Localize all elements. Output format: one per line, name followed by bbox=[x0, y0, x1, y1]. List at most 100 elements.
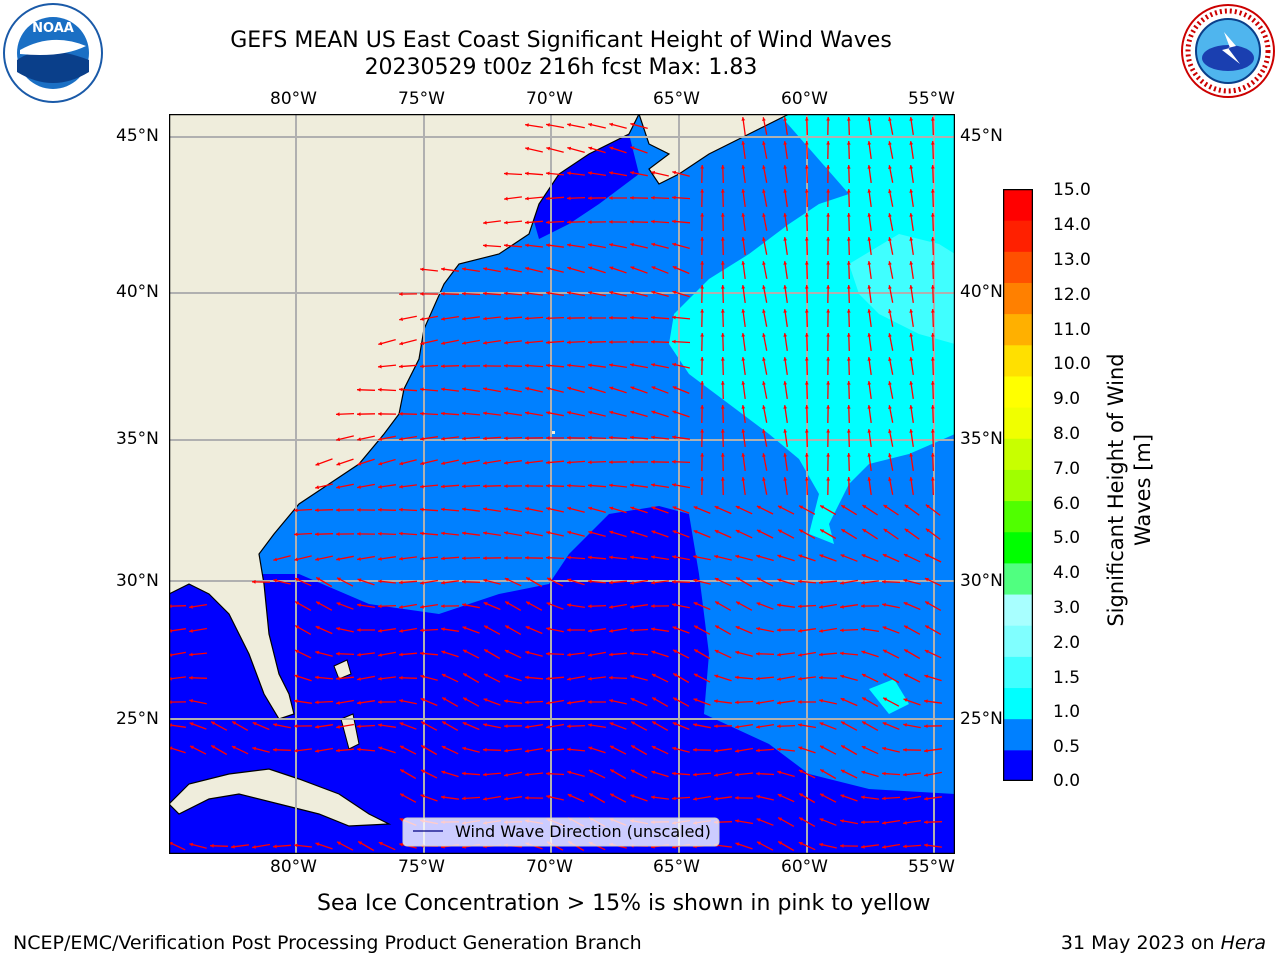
wave-direction-arrowhead bbox=[888, 117, 892, 121]
wave-direction-arrowhead bbox=[693, 747, 697, 752]
wave-direction-arrowhead bbox=[609, 435, 613, 440]
wave-direction-arrowhead bbox=[867, 213, 872, 217]
wave-height-map: Wind Wave Direction (unscaled) bbox=[169, 114, 955, 854]
wave-direction-arrowhead bbox=[714, 577, 719, 582]
wave-direction-arrowhead bbox=[867, 309, 872, 313]
lat-label: 30°N bbox=[116, 571, 159, 591]
wave-direction-arrowhead bbox=[672, 459, 676, 464]
wave-direction-arrowhead bbox=[826, 381, 830, 385]
wave-direction-arrowhead bbox=[399, 292, 403, 296]
wave-direction-arrowhead bbox=[525, 724, 529, 729]
wave-direction-arrowhead bbox=[483, 578, 488, 583]
wave-direction-arrowhead bbox=[504, 267, 508, 271]
colorbar-segment bbox=[1003, 562, 1033, 595]
wave-direction-arrowhead bbox=[378, 461, 383, 466]
wave-direction-arrowhead bbox=[888, 285, 892, 289]
footer-machine: Hera bbox=[1220, 932, 1266, 954]
wave-direction-arrowhead bbox=[315, 557, 319, 561]
wave-direction-arrowhead bbox=[925, 504, 930, 509]
wave-direction-arrowhead bbox=[546, 460, 550, 465]
land-bahamas-2 bbox=[340, 713, 360, 750]
wave-direction-arrowhead bbox=[720, 333, 725, 337]
wave-direction-arrowhead bbox=[762, 141, 766, 145]
wave-direction-arrowhead bbox=[525, 796, 529, 800]
wave-direction-arrowhead bbox=[231, 745, 236, 750]
wave-direction-arrowhead bbox=[694, 649, 699, 653]
wave-direction-arrowhead bbox=[252, 845, 256, 849]
wave-direction-arrowhead bbox=[462, 387, 466, 392]
wave-direction-arrowhead bbox=[720, 477, 725, 481]
wave-direction-arrowhead bbox=[720, 357, 725, 361]
wave-direction-arrowhead bbox=[778, 529, 782, 534]
wave-direction-arrowhead bbox=[336, 725, 340, 729]
wave-direction-arrowhead bbox=[504, 171, 508, 176]
wave-direction-arrowhead bbox=[804, 309, 809, 313]
wave-direction-arrowhead bbox=[525, 650, 530, 655]
wave-direction-arrowhead bbox=[826, 117, 830, 121]
wave-direction-arrowhead bbox=[693, 506, 698, 510]
wave-direction-arrowhead bbox=[484, 673, 488, 678]
wave-direction-arrowhead bbox=[804, 189, 809, 193]
wave-direction-arrowhead bbox=[525, 531, 529, 535]
wave-direction-arrowhead bbox=[700, 309, 704, 313]
wave-direction-arrowhead bbox=[820, 793, 824, 798]
wave-direction-arrowhead bbox=[336, 701, 340, 705]
wave-direction-arrowhead bbox=[672, 195, 676, 200]
wave-direction-arrowhead bbox=[567, 123, 571, 127]
wave-direction-arrowhead bbox=[442, 697, 447, 701]
wave-direction-arrowhead bbox=[484, 649, 489, 653]
wave-direction-arrowhead bbox=[741, 357, 746, 361]
wave-direction-arrowhead bbox=[736, 577, 741, 581]
wave-direction-arrowhead bbox=[804, 213, 809, 217]
wave-direction-arrowhead bbox=[504, 796, 508, 801]
wave-direction-arrowhead bbox=[735, 675, 739, 680]
wave-direction-arrowhead bbox=[273, 844, 277, 849]
wave-direction-arrowhead bbox=[378, 531, 382, 536]
wave-direction-arrowhead bbox=[741, 453, 746, 457]
wave-direction-arrowhead bbox=[589, 793, 594, 797]
wave-direction-arrowhead bbox=[294, 843, 298, 848]
wave-direction-arrowhead bbox=[336, 437, 341, 442]
wave-direction-arrowhead bbox=[315, 532, 319, 537]
wave-direction-arrowhead bbox=[672, 579, 676, 584]
colorbar-tick: 5.0 bbox=[1053, 528, 1081, 548]
wave-direction-arrowhead bbox=[399, 317, 403, 321]
wave-direction-arrowhead bbox=[337, 841, 341, 846]
wave-direction-arrowhead bbox=[804, 477, 809, 481]
wave-direction-arrowhead bbox=[378, 437, 382, 441]
wave-direction-arrowhead bbox=[840, 604, 844, 609]
wave-direction-arrowhead bbox=[783, 237, 788, 241]
wave-direction-arrowhead bbox=[609, 675, 613, 680]
wave-direction-arrowhead bbox=[420, 364, 424, 369]
wave-direction-arrowhead bbox=[735, 554, 740, 559]
wave-direction-arrowhead bbox=[819, 842, 824, 847]
wave-direction-arrowhead bbox=[861, 673, 866, 678]
lon-label: 75°W bbox=[398, 857, 445, 877]
wave-direction-arrowhead bbox=[357, 437, 361, 441]
colorbar-tick: 0.0 bbox=[1053, 771, 1081, 791]
wave-direction-arrowhead bbox=[504, 748, 508, 753]
wave-direction-arrowhead bbox=[546, 794, 551, 799]
wave-direction-arrowhead bbox=[631, 721, 636, 725]
wave-direction-arrowhead bbox=[651, 460, 655, 464]
wave-direction-arrowhead bbox=[378, 484, 382, 489]
wave-direction-arrowhead bbox=[420, 698, 425, 702]
wave-direction-arrowhead bbox=[777, 747, 781, 752]
wave-direction-arrowhead bbox=[714, 674, 719, 679]
wave-direction-arrowhead bbox=[462, 291, 466, 296]
wave-direction-arrowhead bbox=[441, 341, 445, 345]
wave-direction-arrowhead bbox=[462, 436, 466, 441]
wave-direction-arrowhead bbox=[762, 405, 766, 409]
wave-direction-arrowhead bbox=[909, 333, 914, 337]
wave-direction-arrowhead bbox=[804, 453, 809, 457]
wave-direction-arrowhead bbox=[930, 405, 935, 409]
wave-direction-arrowhead bbox=[252, 746, 257, 751]
wave-direction-arrowhead bbox=[841, 721, 846, 725]
wave-direction-arrowhead bbox=[336, 557, 340, 561]
wave-direction-arrowhead bbox=[819, 675, 823, 680]
wave-direction-arrowhead bbox=[441, 291, 445, 296]
wave-direction-arrowhead bbox=[651, 315, 655, 320]
wave-direction-arrowhead bbox=[526, 577, 531, 581]
wave-direction-arrowhead bbox=[756, 771, 760, 776]
noaa-logo-text: NOAA bbox=[32, 21, 74, 36]
